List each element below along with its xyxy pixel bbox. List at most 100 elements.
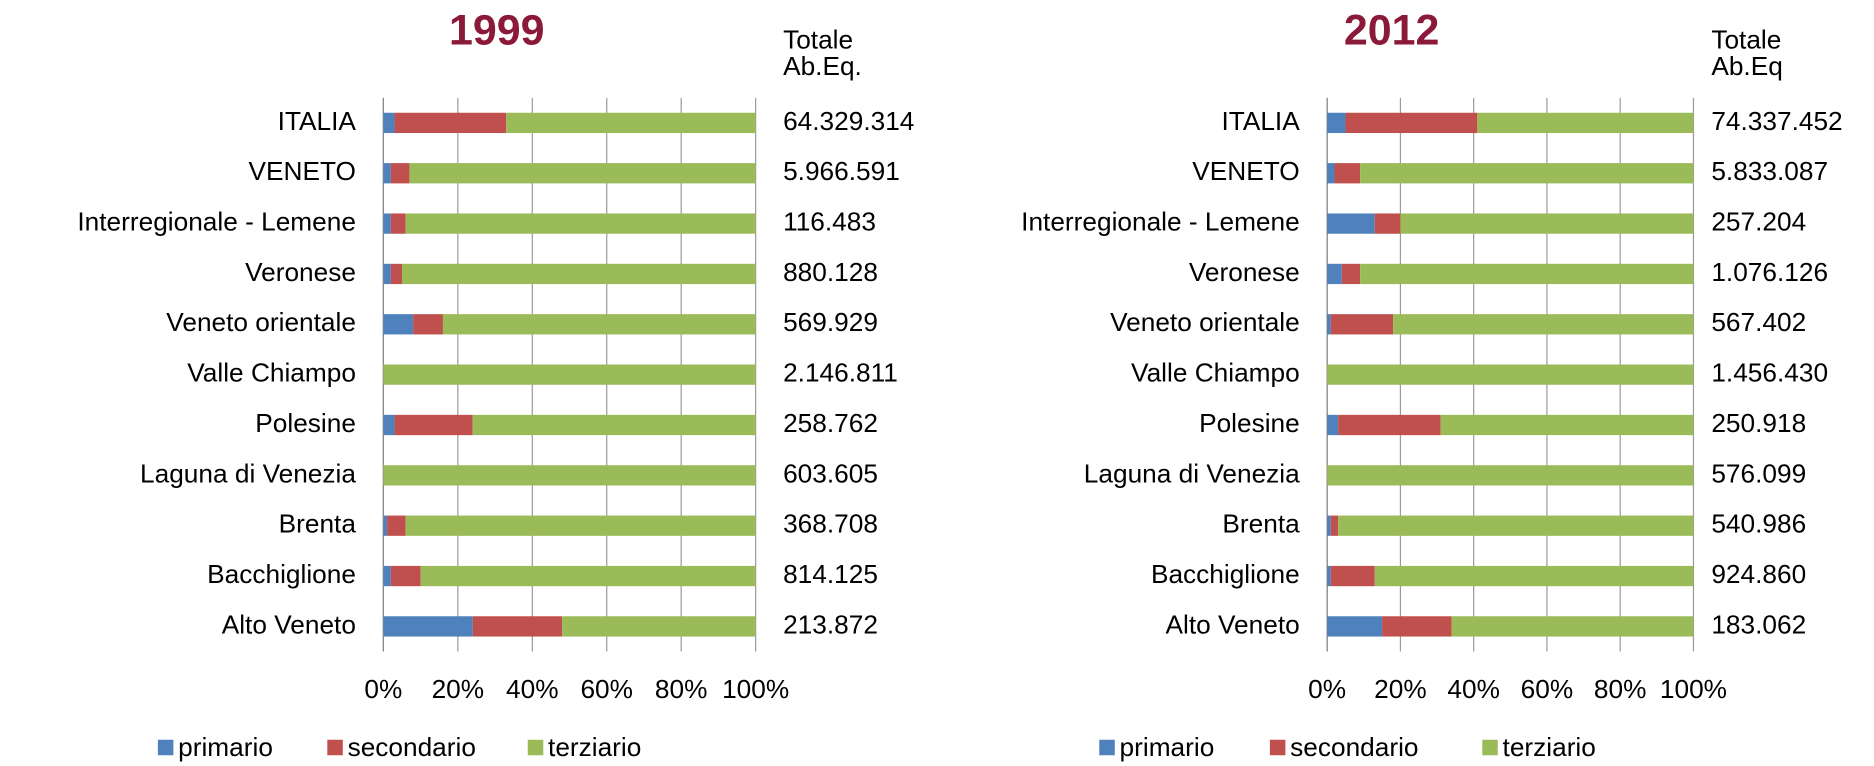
bar-segment — [1327, 364, 1694, 385]
bar-segment — [383, 163, 391, 184]
legend-label: primario — [1120, 732, 1215, 762]
y-tick-label: Veronese — [1189, 257, 1300, 287]
bar-segment — [1330, 515, 1339, 536]
total-label: 183.062 — [1711, 609, 1806, 639]
x-tick-label: 40% — [506, 674, 559, 704]
x-tick-label: 80% — [655, 674, 708, 704]
y-tick-label: ITALIA — [278, 106, 357, 136]
x-tick-label: 20% — [1374, 674, 1427, 704]
x-tick-label: 100% — [1660, 674, 1727, 704]
legend-swatch — [157, 739, 174, 756]
total-label: 250.918 — [1711, 408, 1806, 438]
y-tick-label: Valle Chiampo — [187, 358, 356, 388]
bar-segment — [390, 565, 421, 587]
bar-segment — [394, 112, 507, 134]
bar-segment — [1374, 213, 1401, 234]
bar-segment — [1345, 112, 1478, 134]
total-label: 924.860 — [1711, 559, 1806, 589]
bar-segment — [1440, 414, 1694, 436]
total-label: 2.146.811 — [783, 358, 898, 388]
totals-header: Ab.Eq — [1711, 51, 1782, 81]
x-tick-label: 0% — [1308, 674, 1346, 704]
legend-swatch — [1482, 739, 1498, 756]
bar-segment — [383, 112, 395, 134]
y-tick-label: Brenta — [1222, 509, 1300, 539]
bar-segment — [1330, 565, 1375, 587]
bar-segment — [390, 163, 410, 184]
legend-label: terziario — [1503, 732, 1596, 762]
y-tick-label: Interregionale - Lemene — [1021, 207, 1300, 237]
y-tick-label: Laguna di Venezia — [140, 458, 356, 488]
bar-segment — [1327, 314, 1331, 335]
bar-segment — [1327, 263, 1342, 285]
bar-segment — [1327, 465, 1694, 486]
x-tick-label: 80% — [1594, 674, 1647, 704]
legend-swatch — [1269, 739, 1286, 756]
x-tick-label: 100% — [722, 674, 789, 704]
total-label: 1.076.126 — [1711, 257, 1828, 287]
total-label: 116.483 — [783, 207, 876, 237]
total-label: 64.329.314 — [783, 106, 914, 136]
bar-segment — [1341, 263, 1361, 285]
bar-segment — [394, 414, 473, 436]
bar-segment — [442, 314, 756, 335]
y-tick-label: Bacchiglione — [1151, 559, 1300, 589]
bar-segment — [1327, 565, 1331, 587]
bar-segment — [1327, 163, 1335, 184]
y-tick-label: Laguna di Venezia — [1084, 458, 1300, 488]
total-label: 257.204 — [1711, 207, 1806, 237]
totals-header: Totale — [1711, 25, 1781, 55]
y-tick-label: Interregionale - Lemene — [77, 207, 356, 237]
bar-segment — [420, 565, 756, 587]
y-tick-label: Brenta — [279, 509, 357, 539]
y-tick-label: Valle Chiampo — [1131, 358, 1300, 388]
total-label: 540.986 — [1711, 509, 1806, 539]
chart-title: 1999 — [449, 7, 545, 55]
bar-segment — [383, 515, 388, 536]
y-tick-label: VENETO — [1192, 156, 1299, 186]
bar-segment — [1382, 616, 1452, 637]
y-tick-label: Bacchiglione — [207, 559, 356, 589]
bar-segment — [472, 616, 563, 637]
y-tick-label: Polesine — [255, 408, 356, 438]
legend-label: secondario — [1290, 732, 1418, 762]
x-tick-label: 60% — [1521, 674, 1574, 704]
legend-label: primario — [178, 732, 273, 762]
y-tick-label: Alto Veneto — [1166, 609, 1300, 639]
total-label: 258.762 — [783, 408, 878, 438]
total-label: 1.456.430 — [1711, 358, 1828, 388]
bar-segment — [1327, 213, 1375, 234]
bar-segment — [1360, 163, 1694, 184]
total-label: 814.125 — [783, 559, 878, 589]
bar-segment — [1327, 616, 1383, 637]
bar-segment — [405, 515, 756, 536]
x-tick-label: 20% — [432, 674, 485, 704]
bar-segment — [1327, 112, 1346, 134]
bar-segment — [390, 213, 406, 234]
bar-segment — [383, 213, 391, 234]
bar-segment — [401, 263, 756, 285]
bar-segment — [387, 515, 406, 536]
bar-segment — [1327, 414, 1339, 436]
bar-segment — [383, 263, 391, 285]
bar-segment — [562, 616, 756, 637]
total-label: 569.929 — [783, 307, 878, 337]
bar-segment — [1330, 314, 1394, 335]
bar-segment — [390, 263, 402, 285]
chart-title: 2012 — [1344, 7, 1440, 55]
bar-segment — [1400, 213, 1694, 234]
total-label: 880.128 — [783, 257, 878, 287]
bar-segment — [383, 314, 414, 335]
bar-segment — [405, 213, 756, 234]
bar-segment — [1374, 565, 1694, 587]
x-tick-label: 60% — [580, 674, 633, 704]
bar-segment — [413, 314, 443, 335]
bar-segment — [409, 163, 756, 184]
bar-segment — [383, 465, 756, 486]
y-tick-label: Alto Veneto — [222, 609, 356, 639]
y-tick-label: ITALIA — [1221, 106, 1300, 136]
legend-label: secondario — [348, 732, 476, 762]
totals-header: Totale — [783, 25, 853, 55]
totals-header: Ab.Eq. — [783, 51, 862, 81]
